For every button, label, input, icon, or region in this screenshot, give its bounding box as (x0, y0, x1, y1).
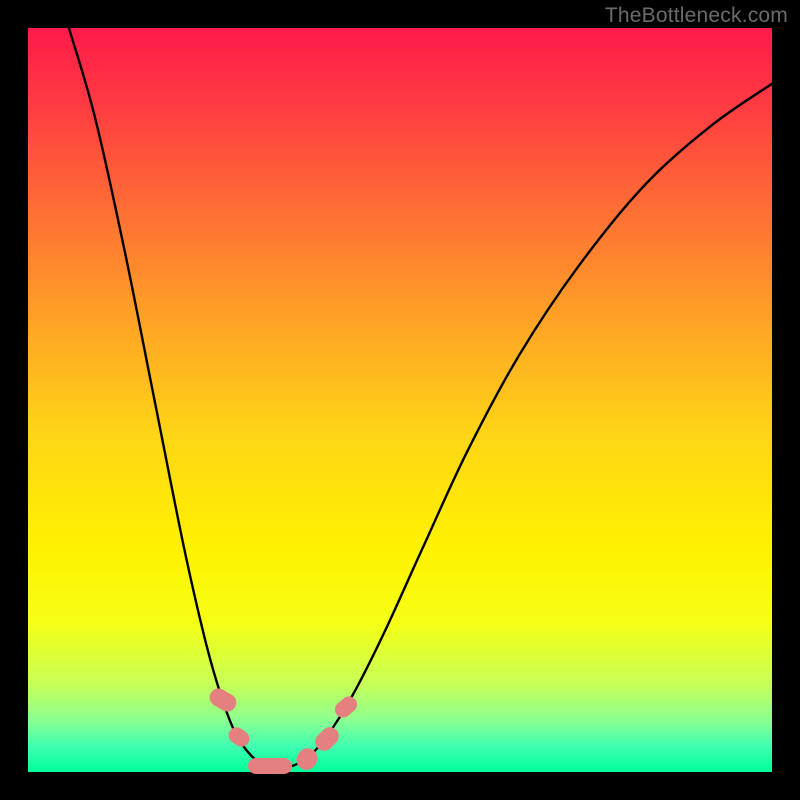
chart-frame (28, 28, 772, 772)
background-gradient (28, 28, 772, 772)
watermark-text: TheBottleneck.com (605, 4, 788, 28)
curve-marker (248, 758, 292, 774)
